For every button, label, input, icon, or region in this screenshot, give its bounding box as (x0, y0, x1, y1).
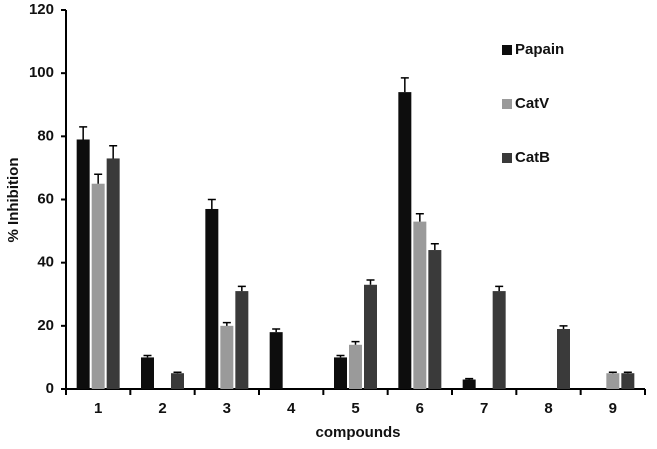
bar (349, 344, 362, 389)
error-bar (351, 340, 360, 345)
y-tick-label: 100 (29, 64, 54, 81)
error-bar (173, 371, 182, 374)
bar (269, 332, 283, 389)
y-tick-label: 0 (46, 380, 54, 397)
bar (235, 291, 249, 389)
legend-label: CatV (515, 95, 549, 112)
y-tick-label: 20 (37, 317, 54, 334)
legend-swatch (502, 153, 512, 163)
error-bar (400, 77, 409, 93)
bar (106, 158, 120, 389)
error-bar (207, 198, 216, 209)
y-tick-label: 80 (37, 127, 54, 144)
error-bar (430, 242, 439, 251)
error-bar (79, 126, 88, 140)
error-bar (465, 377, 474, 380)
bar (492, 291, 506, 389)
x-tick-label: 7 (480, 400, 488, 417)
error-bar (109, 145, 118, 159)
bar (220, 325, 234, 389)
bar (398, 92, 412, 389)
error-bar (336, 354, 345, 358)
y-axis-label: % Inhibition (5, 158, 22, 243)
bar (428, 250, 442, 389)
error-bar (415, 212, 424, 222)
x-tick-label: 5 (351, 400, 359, 417)
x-tick-label: 9 (609, 400, 617, 417)
error-bar (94, 173, 103, 184)
error-bar (272, 328, 281, 333)
bar (91, 183, 105, 389)
bar (557, 328, 570, 389)
bar (205, 208, 219, 389)
error-bar (366, 279, 375, 285)
bar (606, 373, 620, 389)
bar (141, 357, 154, 389)
x-axis-label: compounds (316, 424, 401, 441)
legend-label: CatB (515, 149, 550, 166)
error-bar (559, 325, 568, 329)
error-bar (237, 285, 246, 292)
bar (76, 139, 90, 389)
bar (171, 373, 184, 389)
error-bar (222, 321, 231, 326)
x-tick-label: 6 (416, 400, 424, 417)
x-tick-label: 3 (223, 400, 231, 417)
x-tick-label: 8 (544, 400, 552, 417)
error-bar (495, 285, 504, 292)
bar (413, 221, 427, 389)
legend-label: Papain (515, 41, 564, 58)
y-tick-label: 60 (37, 190, 54, 207)
x-tick-label: 4 (287, 400, 296, 417)
error-bar (143, 354, 152, 358)
x-tick-label: 1 (94, 400, 102, 417)
bar (364, 284, 377, 389)
error-bar (608, 371, 617, 374)
y-tick-label: 40 (37, 254, 54, 271)
error-bar (623, 371, 632, 374)
legend-swatch (502, 99, 512, 109)
bar (462, 379, 476, 389)
bar (334, 357, 347, 389)
legend-swatch (502, 45, 512, 55)
x-tick-label: 2 (158, 400, 166, 417)
y-tick-label: 120 (29, 1, 54, 18)
bar (621, 373, 635, 389)
